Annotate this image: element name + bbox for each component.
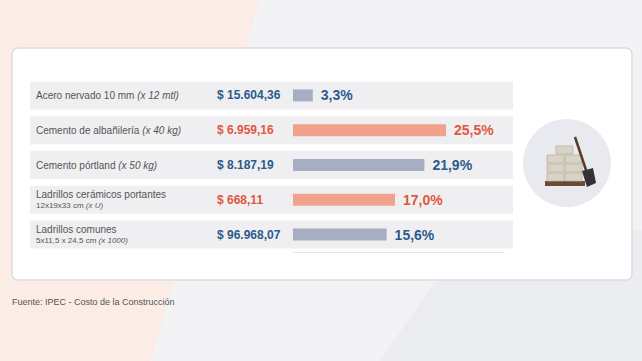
svg-text:25,5%: 25,5% xyxy=(454,122,494,138)
svg-text:$ 96.968,07: $ 96.968,07 xyxy=(217,228,281,242)
svg-text:5x11,5 x 24,5 cm: 5x11,5 x 24,5 cm xyxy=(36,236,99,245)
svg-text:(x U): (x U) xyxy=(86,201,104,210)
svg-text:21,9%: 21,9% xyxy=(432,157,472,173)
svg-text:3,3%: 3,3% xyxy=(321,87,353,103)
svg-text:Ladrillos cerámicos portantes: Ladrillos cerámicos portantes xyxy=(36,189,166,200)
svg-text:15,6%: 15,6% xyxy=(395,227,435,243)
svg-text:Fuente: IPEC - Costo de la Con: Fuente: IPEC - Costo de la Construcción xyxy=(12,297,175,307)
svg-text:(x 12 mtl): (x 12 mtl) xyxy=(137,90,179,101)
svg-text:12x19x33 cm: 12x19x33 cm xyxy=(36,201,86,210)
svg-text:Ladrillos comunes: Ladrillos comunes xyxy=(36,224,117,235)
svg-text:(x 1000): (x 1000) xyxy=(99,236,129,245)
svg-text:Cemento de albañilería: Cemento de albañilería xyxy=(36,125,142,136)
svg-text:(x 50 kg): (x 50 kg) xyxy=(118,160,157,171)
svg-text:$ 6.959,16: $ 6.959,16 xyxy=(217,123,274,137)
svg-text:Acero nervado 10 mm: Acero nervado 10 mm xyxy=(36,90,137,101)
svg-text:$ 15.604,36: $ 15.604,36 xyxy=(217,88,281,102)
svg-text:(x 40 kg): (x 40 kg) xyxy=(142,125,181,136)
svg-text:Cemento pórtland: Cemento pórtland xyxy=(36,160,118,171)
svg-text:17,0%: 17,0% xyxy=(403,192,443,208)
svg-text:$ 8.187,19: $ 8.187,19 xyxy=(217,158,274,172)
svg-text:$ 668,11: $ 668,11 xyxy=(217,193,263,207)
